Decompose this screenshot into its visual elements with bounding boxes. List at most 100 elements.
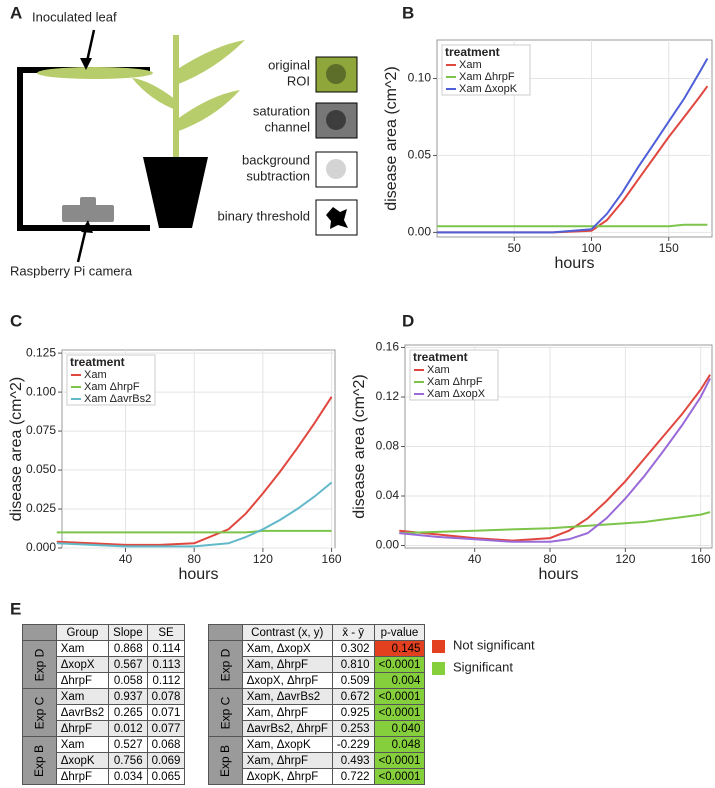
plant-leaf: [132, 78, 176, 110]
legend-title: treatment: [445, 45, 500, 59]
y-axis-title: disease area (cm^2): [8, 377, 25, 521]
exp-cell: Exp C: [22, 688, 57, 737]
table-row: ΔavrBs2, ΔhrpF 0.253 0.040: [209, 720, 426, 737]
table-cell: Xam, ΔavrBs2: [241, 688, 333, 705]
thumb-lesion: [326, 110, 346, 130]
table-cell: <0.0001: [373, 656, 426, 673]
table-cell: -0.229: [331, 736, 375, 753]
legend-box: [409, 349, 499, 401]
table-cell: 0.114: [146, 640, 186, 657]
table-cell: 0.756: [108, 752, 148, 769]
legend-label: Significant: [453, 659, 513, 674]
table-cell: 0.253: [331, 720, 375, 737]
header-cell: p-value: [373, 624, 426, 641]
table-cell: ΔxopK, ΔhrpF: [241, 768, 333, 785]
legend-box: [441, 44, 531, 96]
table-cell: 0.069: [146, 752, 186, 769]
header-cell: Contrast (x, y): [241, 624, 333, 641]
camera-lens: [80, 197, 96, 207]
table-cell: 0.034: [108, 768, 148, 785]
legend-swatch: [432, 640, 445, 653]
series-line: [56, 529, 332, 534]
x-tick-label: 40: [468, 552, 482, 566]
y-tick-label: 0.075: [26, 423, 56, 437]
table-row: ΔavrBs2 0.265 0.071: [23, 704, 186, 721]
panel-label: A: [10, 3, 22, 22]
table-cell: Xam, ΔhrpF: [241, 704, 333, 721]
step-label: subtraction: [246, 168, 310, 183]
table-row: ΔxopK, ΔhrpF 0.722 <0.0001: [209, 768, 426, 785]
legend-label: Xam ΔavrBs2: [84, 393, 151, 405]
step-label: channel: [264, 119, 310, 134]
table-cell: ΔhrpF: [55, 672, 110, 689]
exp-cell: Exp B: [22, 736, 57, 785]
exp-label: Exp C: [218, 696, 233, 729]
y-tick-label: 0.125: [26, 345, 56, 359]
table-cell: ΔhrpF: [55, 768, 110, 785]
legend-label: Xam: [459, 59, 482, 71]
table-row: ΔhrpF 0.034 0.065: [23, 768, 186, 785]
header-cell: SE: [146, 624, 186, 641]
x-tick-label: 160: [691, 552, 711, 566]
table-cell: 0.068: [146, 736, 186, 753]
table-cell: Xam: [55, 640, 110, 657]
table-cell: Xam: [55, 688, 110, 705]
exp-label: Exp C: [32, 696, 47, 729]
leaf-label: Inoculated leaf: [32, 9, 117, 24]
table-cell: 0.937: [108, 688, 148, 705]
legend-title: treatment: [70, 355, 125, 369]
table-cell: Xam, ΔxopX: [241, 640, 333, 657]
x-tick-label: 50: [508, 241, 522, 255]
table-cell: 0.925: [331, 704, 375, 721]
y-tick-label: 0.00: [376, 538, 400, 552]
legend-label: Xam: [84, 369, 107, 381]
table-cell: 0.567: [108, 656, 148, 673]
table-cell: 0.012: [108, 720, 148, 737]
table-cell: 0.145: [373, 640, 426, 657]
thumb-lesion: [326, 207, 348, 229]
table-cell: 0.058: [108, 672, 148, 689]
camera: [62, 205, 114, 222]
legend-label: Xam ΔhrpF: [427, 376, 483, 388]
y-tick-label: 0.10: [408, 71, 432, 85]
x-tick-label: 80: [188, 552, 202, 566]
table-cell: 0.071: [146, 704, 186, 721]
table-row: ΔxopK 0.756 0.069: [23, 752, 186, 769]
table-row: Exp B Xam 0.527 0.068: [22, 736, 186, 785]
x-tick-label: 160: [322, 552, 342, 566]
legend-title: treatment: [413, 350, 468, 364]
table-cell: 0.672: [331, 688, 375, 705]
header-cell: x̄ - ȳ: [331, 624, 375, 641]
arrow-head: [81, 220, 93, 233]
legend-label: Xam ΔxopK: [459, 83, 518, 95]
table-cell: Xam: [55, 736, 110, 753]
plant-leaf: [176, 40, 245, 85]
table-cell: <0.0001: [373, 704, 426, 721]
table-cell: ΔavrBs2, ΔhrpF: [241, 720, 333, 737]
stats-table: Group Slope SE Exp D Xam 0.868 0.114 ΔxopX 0.567…: [22, 624, 186, 785]
pot: [143, 157, 208, 228]
table-cell: Xam, ΔhrpF: [241, 752, 333, 769]
table-cell: Xam, ΔhrpF: [241, 656, 333, 673]
thumb-lesion: [326, 64, 346, 84]
thumb-lesion: [326, 159, 346, 179]
exp-cell: Exp C: [208, 688, 243, 737]
step-label: binary threshold: [218, 208, 311, 223]
table-cell: 0.077: [146, 720, 186, 737]
table-cell: 0.868: [108, 640, 148, 657]
legend-label: Not significant: [453, 637, 535, 652]
x-tick-label: 80: [543, 552, 557, 566]
y-tick-label: 0.000: [26, 540, 56, 554]
y-axis-title: disease area (cm^2): [351, 374, 368, 518]
table-row: ΔxopX 0.567 0.113: [23, 656, 186, 673]
legend-label: Xam ΔhrpF: [459, 71, 515, 83]
exp-cell: Exp B: [208, 736, 243, 785]
y-axis-title: disease area (cm^2): [383, 66, 400, 210]
table-cell: 0.302: [331, 640, 375, 657]
table-cell: 0.810: [331, 656, 375, 673]
table-cell: 0.527: [108, 736, 148, 753]
header-row: Contrast (x, y) x̄ - ȳ p-value: [208, 624, 426, 641]
x-tick-label: 40: [119, 552, 133, 566]
series-line: [56, 396, 333, 546]
